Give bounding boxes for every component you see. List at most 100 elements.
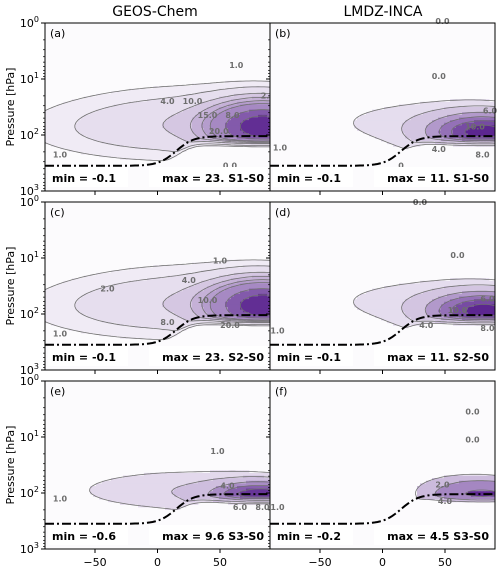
contour-label: 4.0 [419,321,434,330]
y-axis-label: Pressure [hPa] [4,426,17,505]
y-tick-label: 102 [20,306,39,321]
contour-line [74,86,270,153]
contour-label: 1.0 [213,257,228,266]
contour-label: 1.0 [273,144,288,153]
contour-label: 10.0 [448,306,468,315]
contour-fill [354,99,495,150]
panel-background [270,381,495,549]
max-label: max = 11. S1-S0 [387,172,489,185]
y-tick-label: 101 [20,429,39,444]
x-tick-label: 0 [154,556,161,566]
contour-fill [45,80,270,160]
contour-line [171,476,270,503]
y-tick-label: 100 [20,194,39,209]
y-axis-label: Pressure [hPa] [4,247,17,326]
column-title-lmdz-inca: LMDZ-INCA [343,4,422,20]
min-box [273,525,353,545]
contour-lines [89,470,270,510]
contour-line [353,99,495,149]
y-tick-label: 100 [20,373,39,388]
y-tick-label: 101 [20,250,39,265]
contour-line [189,276,270,323]
max-box [374,525,492,545]
tropopause-line [45,314,270,346]
min-label: min = -0.1 [277,351,341,364]
panel-e: 1.0 1.0 4.0 6.0 8.0 min = -0.6 max = 9.6 S3-S0… [4,373,271,566]
min-box [273,167,353,187]
contour-line [201,100,270,143]
contour-label: 10.0 [465,122,485,131]
contour-label: 1.0 [53,150,68,159]
tropopause-line [270,493,495,525]
panel-a: 1.0 2. 4.0 10.0 15.0 20.0 8.0 1.0 0.0 min = -0.1 m… [4,15,271,198]
contour-label: 0. [398,162,407,171]
contour-label: 2. [261,92,270,101]
contour-label: 2.0 [100,285,115,294]
min-label: min = -0.2 [277,530,341,543]
tropopause-line [270,314,495,346]
min-box [273,346,353,366]
contour-label: 20.0 [220,321,240,330]
contour-line [424,111,495,143]
contour-line [439,295,495,320]
contour-line [209,282,270,321]
contour-line [401,284,495,324]
panel-tag: (c) [50,206,65,219]
column-title-geos-chem: GEOS-Chem [112,4,198,20]
y-tick-label: 102 [20,485,39,500]
max-label: max = 23. S1-S0 [162,172,264,185]
contour-label: 0.0 [465,408,480,417]
max-label: max = 23. S2-S0 [162,351,264,364]
contour-label: 4.0 [220,482,235,491]
max-box [149,525,267,545]
x-tick-label: −50 [83,556,106,566]
max-box [149,346,267,366]
contour-line [207,481,270,501]
contour-label: 8.0 [475,150,490,159]
max-label: max = 4.5 S3-S0 [387,530,489,543]
max-label: max = 11. S2-S0 [387,351,489,364]
contour-label: 0.0 [432,72,447,81]
y-tick-label: 103 [20,183,39,198]
contour-label: 8.0 [255,503,270,512]
panel-tag: (a) [50,27,65,40]
contour-label: 1.0 [229,61,244,70]
min-label: min = -0.6 [52,530,116,543]
contour-line [74,265,270,332]
contour-line [424,290,495,322]
contour-label: 1.0 [270,327,285,336]
panel-b: 0.0 0.0 1.0 10.0 6.0 4.0 8.0 0. min = -0.1 max = … [266,17,498,195]
panel-f: 0.0 0.0 2.0 1.0 4.0 min = -0.2 max = 4.5 S3-S0… [266,380,496,566]
contour-line [209,103,270,142]
y-tick-label: 103 [20,541,39,556]
contour-line [236,488,270,498]
contour-label: 10.0 [183,97,203,106]
contour-label: 6.0 [483,107,498,116]
contour-label: 8.0 [160,318,175,327]
contour-line [223,485,270,500]
min-box [48,167,128,187]
contour-line [162,92,270,145]
contour-label: 0.0 [465,436,480,445]
contour-label: 20.0 [209,127,229,136]
contour-label: 0.0 [435,17,450,26]
max-label: max = 9.6 S3-S0 [162,530,264,543]
panel-tag: (f) [275,385,287,398]
x-tick-label: 50 [213,556,227,566]
min-label: min = -0.1 [52,351,116,364]
contour-label: 1.0 [53,329,68,338]
contour-line [45,80,270,162]
panel-tag: (d) [275,206,291,219]
tropopause-line [45,135,270,167]
contour-label: 4.0 [160,97,175,106]
y-tick-label: 102 [20,127,39,142]
y-tick-label: 100 [20,15,39,30]
contour-line [439,116,495,141]
contour-line [189,97,270,144]
y-tick-label: 103 [20,362,39,377]
contour-label: 4.0 [182,276,197,285]
min-box [48,525,128,545]
